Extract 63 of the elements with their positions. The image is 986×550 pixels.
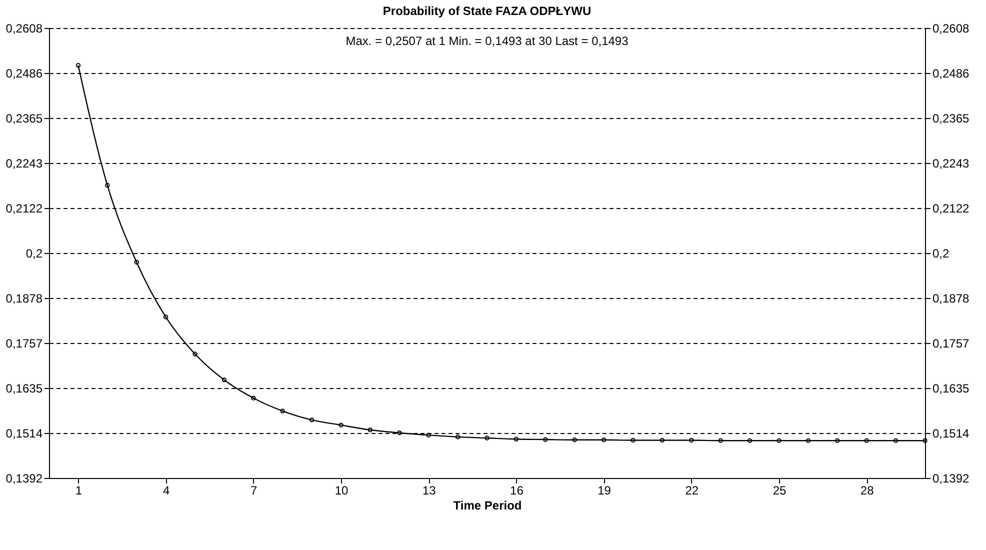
point (426, 432, 431, 438)
y2-tick-label: 0,2 (932, 246, 950, 260)
point (192, 352, 198, 356)
point (893, 438, 898, 443)
x-tick-label: 1 (75, 484, 82, 498)
x-tick-label: 22 (685, 484, 699, 498)
x-tick-label: 19 (598, 484, 612, 498)
x-tick-label: 16 (510, 484, 524, 498)
x-tick-label: 7 (250, 484, 258, 498)
point (484, 436, 490, 440)
y2-tick-label: 0,2608 (932, 22, 970, 36)
x-tick-label: 10 (334, 484, 348, 498)
x-tick-label: 25 (772, 484, 786, 498)
point (660, 438, 665, 443)
y2-tick-label: 0,2122 (932, 201, 970, 216)
point (163, 314, 168, 320)
point (514, 436, 519, 442)
y2-tick-label: 0,1392 (932, 472, 970, 486)
y-tick-label: 0,1878 (6, 292, 43, 306)
point (776, 438, 782, 443)
y-tick-label: 0,1392 (6, 472, 43, 486)
y2-tick-label: 0,1878 (932, 292, 970, 306)
y-tick-label: 0,2608 (6, 22, 43, 36)
x-axis-title: Time Period (453, 498, 522, 512)
y-tick-label: 0,1757 (6, 336, 43, 350)
point (718, 438, 723, 443)
y-tick-label: 0,2365 (6, 111, 43, 126)
point (368, 428, 373, 432)
x-tick-label: 4 (162, 484, 170, 498)
point (543, 437, 548, 442)
y-tick-label: 0,1635 (6, 382, 43, 396)
y-tick-label: 0,2243 (6, 156, 43, 171)
point (222, 378, 227, 382)
point (134, 260, 139, 265)
point (835, 438, 840, 443)
y2-tick-label: 0,1514 (932, 426, 970, 440)
y2-tick-label: 0,2243 (932, 156, 970, 171)
point (280, 408, 285, 414)
point (455, 434, 460, 440)
point (806, 438, 811, 443)
point (689, 438, 694, 443)
x-tick-label: 28 (860, 484, 874, 498)
y-tick-label: 0,1514 (6, 426, 43, 440)
y2-tick-label: 0,1635 (932, 382, 970, 396)
point (105, 182, 110, 188)
x-tick-label: 13 (422, 484, 436, 498)
y-tick-label: 0,2 (26, 246, 43, 260)
annotation: Max. = 0,2507 at 1 Min. = 0,1493 at 30 Last = 0,1493 (346, 34, 629, 48)
point (338, 422, 344, 428)
chart-title: Probability of State FAZA ODPŁYWU (382, 4, 592, 18)
y2-tick-label: 0,2486 (932, 66, 970, 81)
point (251, 396, 256, 400)
point (630, 438, 636, 443)
point (572, 438, 577, 442)
point (864, 438, 869, 443)
point (397, 430, 402, 436)
point (601, 438, 606, 442)
y2-tick-label: 0,2365 (932, 111, 970, 126)
point (747, 438, 752, 443)
y2-tick-label: 0,1757 (932, 336, 970, 350)
point (309, 418, 314, 422)
y-tick-label: 0,2122 (6, 201, 43, 216)
y-tick-label: 0,2486 (6, 66, 43, 81)
